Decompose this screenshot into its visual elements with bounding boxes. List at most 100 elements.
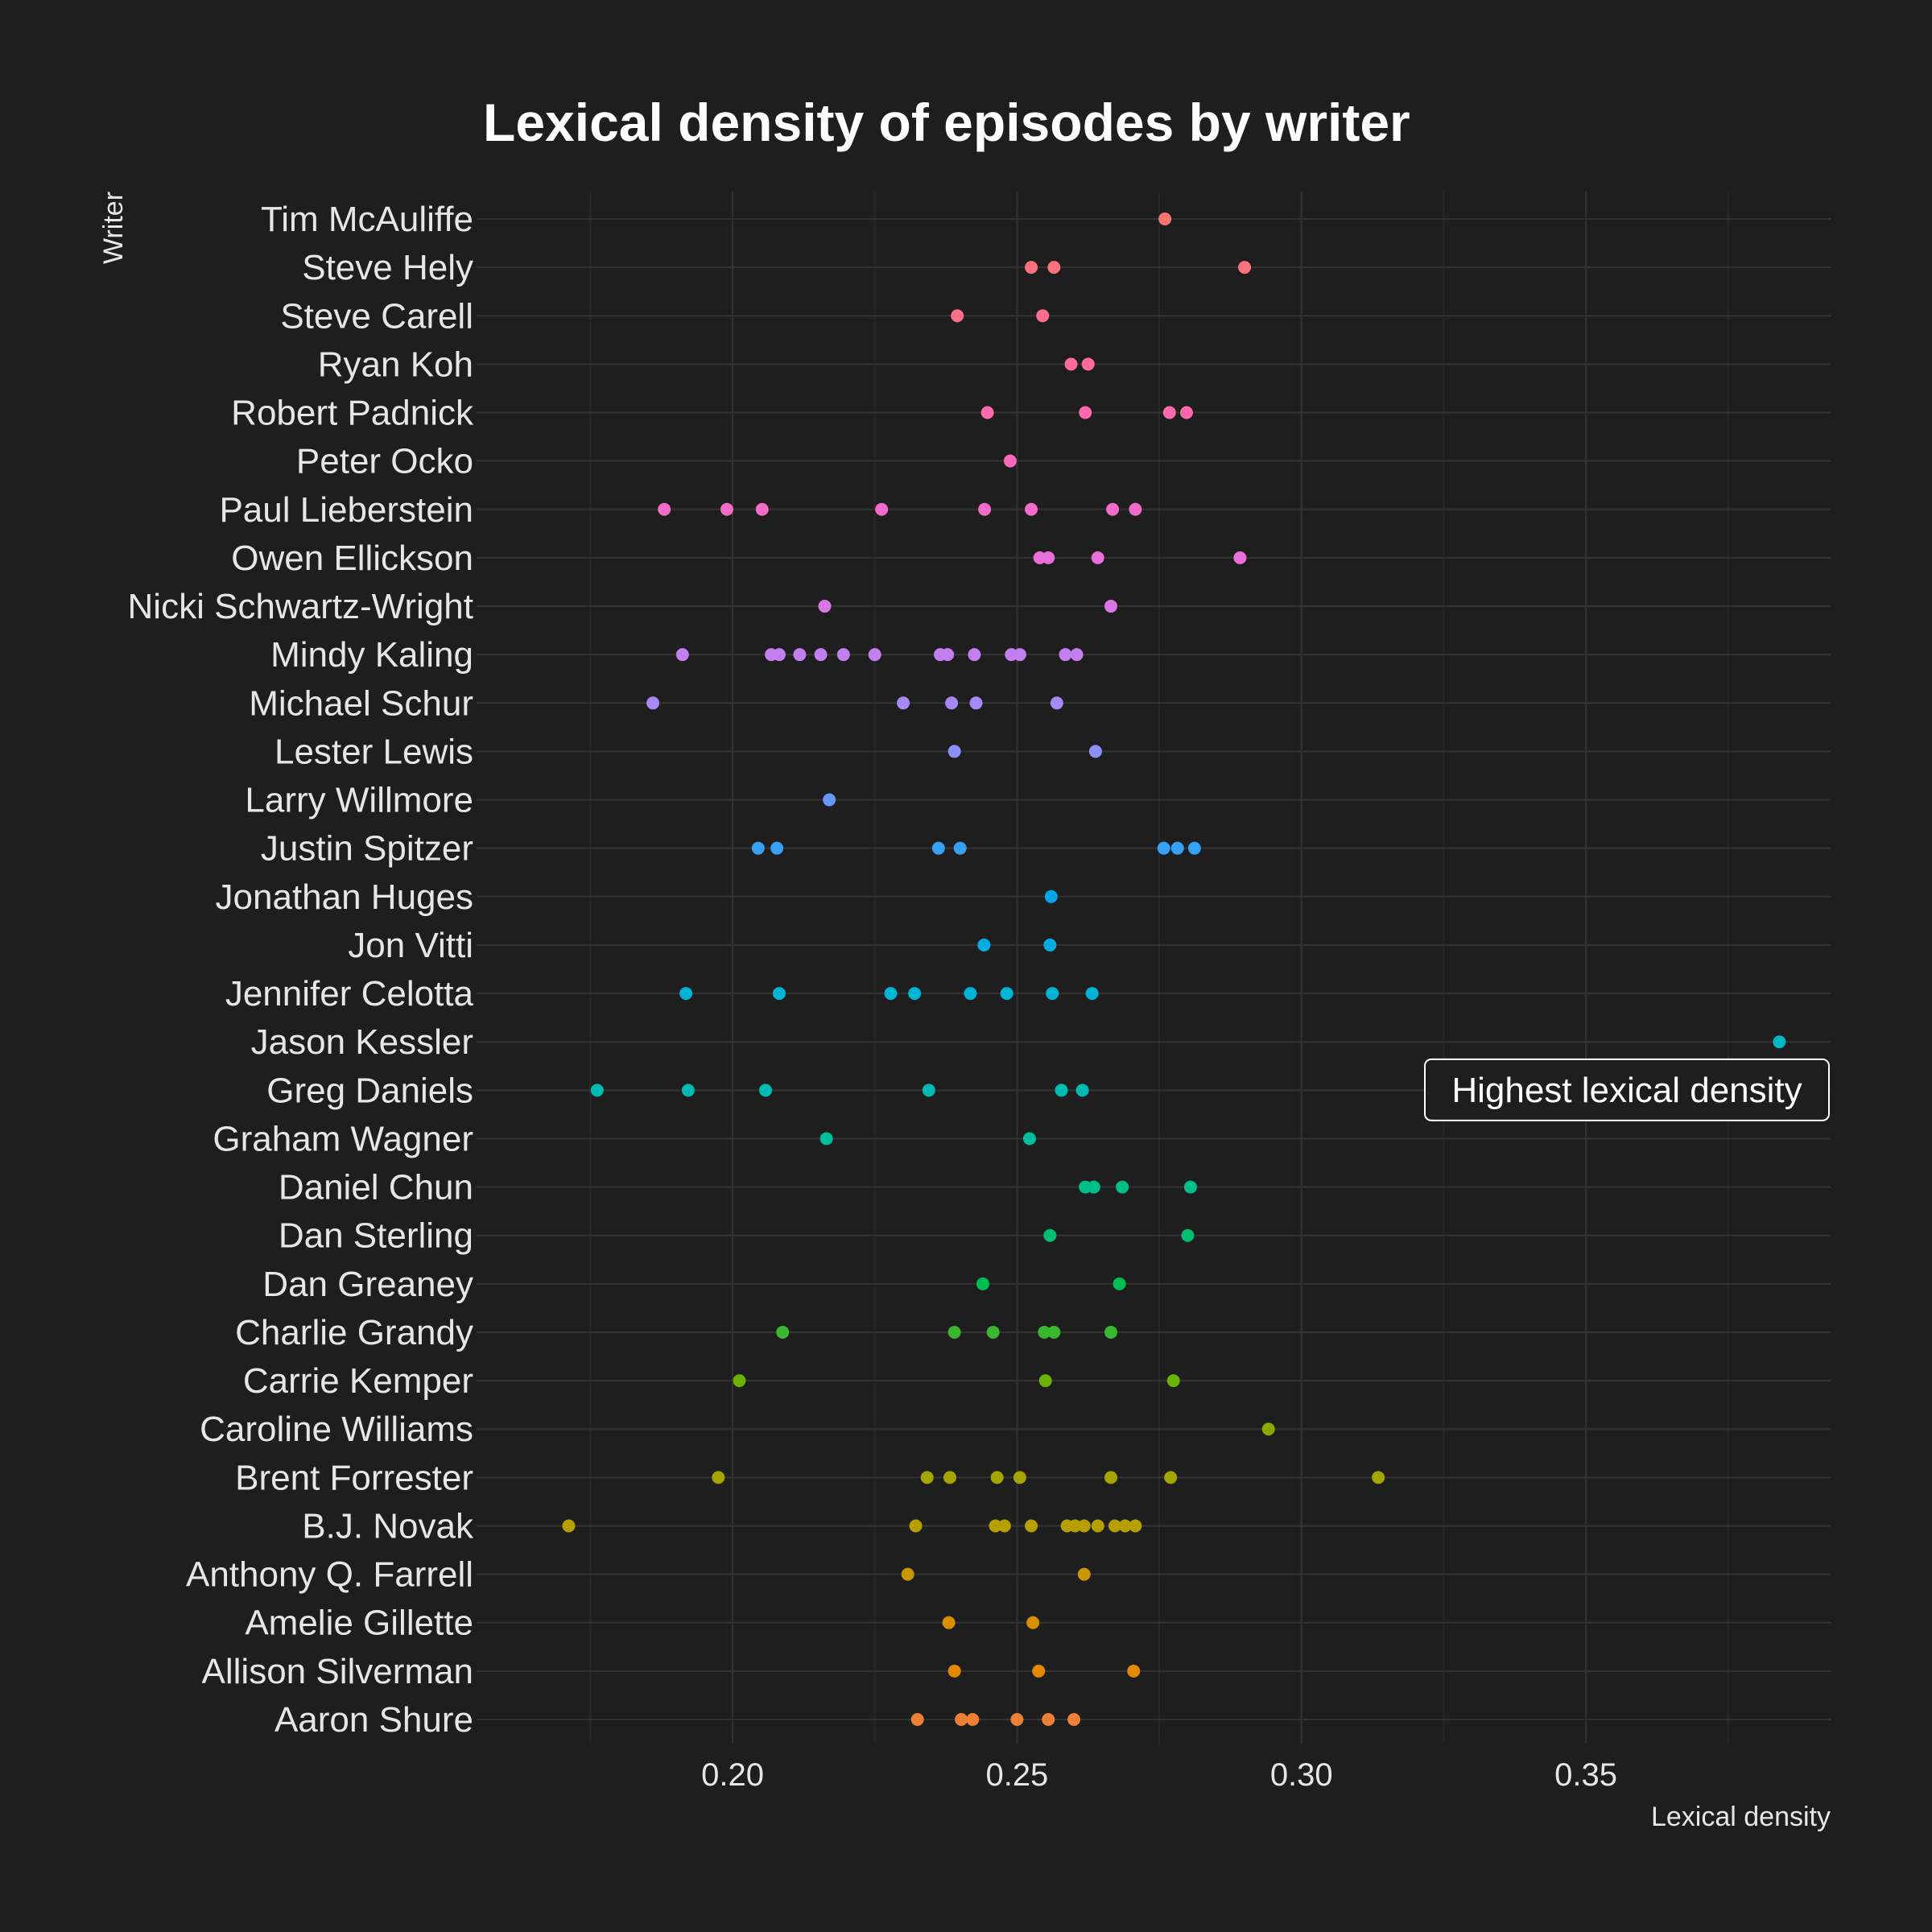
writer-label: Anthony Q. Farrell xyxy=(186,1555,473,1595)
writer-label: Dan Greaney xyxy=(262,1265,473,1304)
writer-label: Aaron Shure xyxy=(275,1700,473,1740)
writer-label: Steve Hely xyxy=(302,248,473,287)
writer-label: B.J. Novak xyxy=(302,1506,474,1546)
data-point xyxy=(562,1519,576,1533)
data-point xyxy=(980,406,994,419)
data-point xyxy=(1077,1519,1091,1533)
writer-label: Carrie Kemper xyxy=(243,1361,473,1401)
data-point xyxy=(986,1325,1000,1339)
x-tick-labels: 0.20 0.25 0.30 0.35 xyxy=(701,1757,1617,1793)
data-point xyxy=(1025,261,1038,275)
writer-label: Daniel Chun xyxy=(279,1168,473,1208)
data-point xyxy=(947,1325,961,1339)
data-point xyxy=(1085,987,1099,1001)
data-point xyxy=(1157,841,1170,855)
data-point xyxy=(968,648,981,662)
data-point xyxy=(1104,600,1117,613)
writer-label: Jason Kessler xyxy=(251,1022,473,1062)
writer-label: Larry Willmore xyxy=(245,781,473,820)
data-point xyxy=(1091,551,1104,564)
writer-label: Dan Sterling xyxy=(279,1216,473,1256)
data-point xyxy=(1187,841,1201,855)
data-point xyxy=(712,1471,725,1484)
writer-label: Graham Wagner xyxy=(213,1119,473,1158)
data-point xyxy=(969,696,983,710)
data-point xyxy=(884,987,898,1001)
writer-label: Greg Daniels xyxy=(266,1071,473,1110)
data-point xyxy=(978,502,992,516)
data-point xyxy=(658,502,671,516)
data-point xyxy=(1003,454,1017,468)
x-tick-label: 0.20 xyxy=(701,1757,764,1793)
data-point xyxy=(941,648,955,662)
data-point xyxy=(997,1519,1011,1533)
data-point xyxy=(1233,551,1247,564)
writer-label: Nicki Schwartz-Wright xyxy=(128,587,473,626)
data-point xyxy=(720,502,733,516)
data-point xyxy=(733,1374,746,1388)
data-point xyxy=(1025,1519,1038,1533)
data-point xyxy=(770,841,784,855)
data-point xyxy=(901,1567,914,1581)
data-point xyxy=(1113,1277,1126,1290)
data-point xyxy=(953,841,967,855)
y-axis-title: Writer xyxy=(98,192,129,264)
data-point xyxy=(1064,357,1078,371)
writer-label: Allison Silverman xyxy=(202,1652,473,1691)
data-point xyxy=(1372,1471,1385,1484)
writer-label: Amelie Gillette xyxy=(245,1604,473,1643)
data-point xyxy=(964,987,977,1001)
data-point xyxy=(1025,502,1038,516)
data-point xyxy=(966,1713,980,1726)
writer-label: Caroline Williams xyxy=(200,1410,473,1449)
data-point xyxy=(755,502,769,516)
writer-label: Jennifer Celotta xyxy=(225,974,474,1013)
data-point xyxy=(868,648,881,662)
data-point xyxy=(836,648,850,662)
data-point xyxy=(943,1471,956,1484)
data-point xyxy=(590,1084,604,1097)
data-point xyxy=(793,648,807,662)
annotation-label: Highest lexical density xyxy=(1451,1071,1802,1110)
x-axis-title: Lexical density xyxy=(1651,1802,1831,1832)
grid xyxy=(477,192,1831,1744)
data-point xyxy=(675,648,689,662)
data-point xyxy=(947,1664,961,1678)
data-point xyxy=(1032,1664,1046,1678)
data-point xyxy=(875,502,889,516)
data-point xyxy=(1043,938,1057,952)
data-point xyxy=(1075,1084,1089,1097)
data-point xyxy=(1129,502,1142,516)
data-point xyxy=(1108,1519,1121,1533)
data-point xyxy=(1067,1713,1081,1726)
writer-label: Brent Forrester xyxy=(235,1458,473,1497)
data-point xyxy=(1116,1180,1129,1194)
writer-label: Jon Vitti xyxy=(348,926,473,965)
data-point xyxy=(772,648,786,662)
writer-label: Tim McAuliffe xyxy=(261,200,473,239)
data-point xyxy=(1087,1180,1100,1194)
annotation: Highest lexical density xyxy=(1424,1058,1830,1121)
data-point xyxy=(772,987,786,1001)
writer-label: Charlie Grandy xyxy=(235,1313,473,1352)
data-point xyxy=(1773,1035,1786,1049)
data-point xyxy=(922,1084,935,1097)
data-point xyxy=(1055,1084,1068,1097)
writer-label: Justin Spitzer xyxy=(261,829,473,869)
data-point xyxy=(1179,406,1193,419)
writer-label: Michael Schur xyxy=(249,683,473,723)
writer-label: Mindy Kaling xyxy=(270,635,473,675)
data-point xyxy=(1104,1471,1117,1484)
data-point xyxy=(1181,1228,1195,1242)
data-point xyxy=(759,1084,773,1097)
data-point xyxy=(1077,1567,1091,1581)
data-point xyxy=(942,1616,956,1629)
data-point xyxy=(1118,1519,1132,1533)
data-point xyxy=(1013,1471,1026,1484)
writer-label: Jonathan Huges xyxy=(216,877,473,917)
x-tick-label: 0.25 xyxy=(985,1757,1048,1793)
writer-label: Lester Lewis xyxy=(275,732,473,771)
data-point xyxy=(920,1471,934,1484)
data-point xyxy=(1013,648,1026,662)
data-point xyxy=(1047,261,1061,275)
